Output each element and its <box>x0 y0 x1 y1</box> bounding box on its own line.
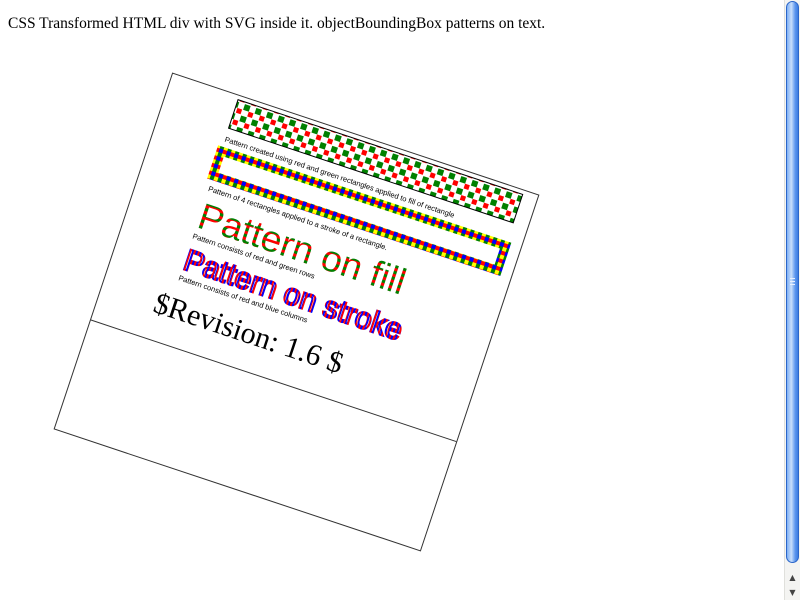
scroll-up-button[interactable]: ▲ <box>785 570 800 585</box>
scroll-up-arrow-icon: ▲ <box>789 573 796 582</box>
scroll-down-arrow-icon: ▼ <box>789 588 796 597</box>
pattern-stroke-rect <box>207 145 512 276</box>
svg-canvas: Pattern created using red and green rect… <box>150 99 524 380</box>
grip-line <box>790 284 795 285</box>
grip-line <box>790 278 795 279</box>
page-heading: CSS Transformed HTML div with SVG inside… <box>8 15 546 32</box>
vertical-scrollbar[interactable]: ▲ ▼ <box>784 0 800 600</box>
grip-line <box>790 281 795 282</box>
pattern-fill-rect <box>227 99 524 224</box>
scroll-down-button[interactable]: ▼ <box>785 585 800 600</box>
scrollbar-thumb[interactable] <box>786 1 799 563</box>
transformed-div: Pattern created using red and green rect… <box>53 72 540 552</box>
svg-viewport: Pattern created using red and green rect… <box>90 73 539 443</box>
